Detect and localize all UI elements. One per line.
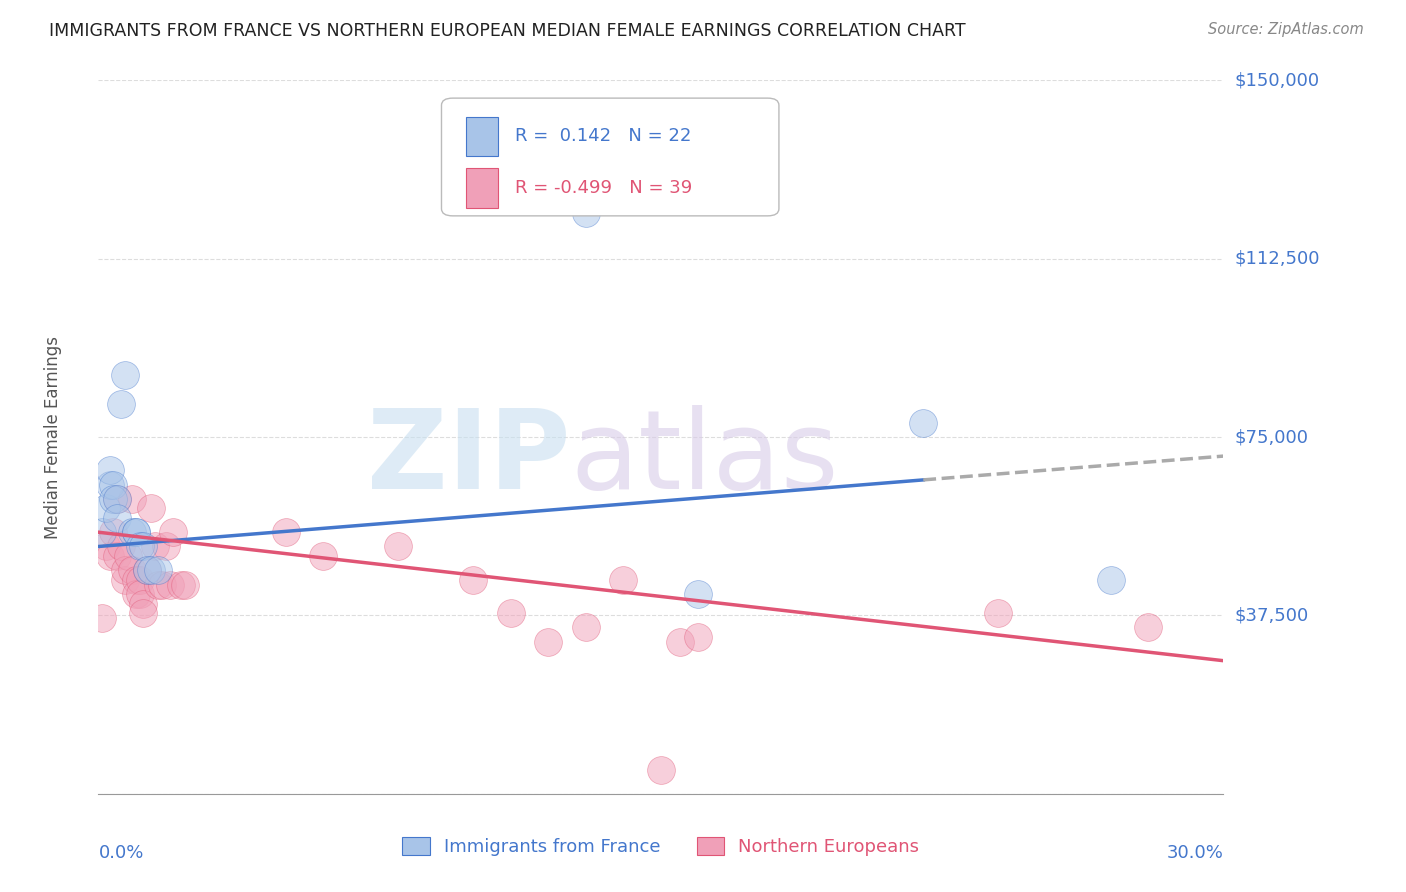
Northern Europeans [162,525,184,540]
Northern Europeans [125,573,148,587]
Northern Europeans [128,587,150,601]
Immigrants from France [94,501,117,516]
Immigrants from France [103,477,125,491]
Text: 30.0%: 30.0% [1167,844,1223,862]
Immigrants from France [98,477,121,491]
Northern Europeans [132,597,155,611]
Northern Europeans [94,540,117,554]
Northern Europeans [170,577,193,591]
Immigrants from France [121,525,143,540]
Text: Median Female Earnings: Median Female Earnings [45,335,62,539]
Northern Europeans [91,611,114,625]
Northern Europeans [387,540,409,554]
Text: IMMIGRANTS FROM FRANCE VS NORTHERN EUROPEAN MEDIAN FEMALE EARNINGS CORRELATION C: IMMIGRANTS FROM FRANCE VS NORTHERN EUROP… [49,22,966,40]
Northern Europeans [117,549,139,563]
Text: atlas: atlas [571,405,839,512]
Northern Europeans [463,573,485,587]
Northern Europeans [125,587,148,601]
Northern Europeans [159,577,181,591]
Northern Europeans [121,491,143,506]
Immigrants from France [128,540,150,554]
Northern Europeans [110,540,132,554]
FancyBboxPatch shape [441,98,779,216]
Immigrants from France [575,206,598,220]
Immigrants from France [105,511,128,525]
Northern Europeans [121,563,143,577]
Northern Europeans [136,563,159,577]
Immigrants from France [136,563,159,577]
Northern Europeans [132,606,155,620]
Northern Europeans [150,577,173,591]
Immigrants from France [91,525,114,540]
Legend: Immigrants from France, Northern Europeans: Immigrants from France, Northern Europea… [395,830,927,863]
Northern Europeans [98,549,121,563]
Text: R =  0.142   N = 22: R = 0.142 N = 22 [515,128,690,145]
Northern Europeans [668,634,690,648]
Northern Europeans [114,563,136,577]
Northern Europeans [575,620,598,634]
Text: ZIP: ZIP [367,405,571,512]
Immigrants from France [105,491,128,506]
Northern Europeans [105,491,128,506]
Text: $75,000: $75,000 [1234,428,1309,446]
Northern Europeans [114,573,136,587]
Northern Europeans [155,540,177,554]
Northern Europeans [688,630,710,644]
Text: Source: ZipAtlas.com: Source: ZipAtlas.com [1208,22,1364,37]
Immigrants from France [1099,573,1122,587]
Immigrants from France [132,540,155,554]
Northern Europeans [103,525,125,540]
Bar [467,117,498,156]
Text: $37,500: $37,500 [1234,607,1309,624]
Northern Europeans [499,606,522,620]
Immigrants from France [98,463,121,477]
Northern Europeans [173,577,195,591]
Text: R = -0.499   N = 39: R = -0.499 N = 39 [515,179,692,197]
Immigrants from France [103,491,125,506]
Bar [467,169,498,208]
Immigrants from France [912,416,935,430]
Northern Europeans [650,763,672,777]
Immigrants from France [125,525,148,540]
Text: $112,500: $112,500 [1234,250,1320,268]
Northern Europeans [105,549,128,563]
Immigrants from France [139,563,162,577]
Northern Europeans [139,501,162,516]
Northern Europeans [128,573,150,587]
Northern Europeans [537,634,560,648]
Immigrants from France [110,397,132,411]
Northern Europeans [1137,620,1160,634]
Immigrants from France [125,525,148,540]
Text: 0.0%: 0.0% [98,844,143,862]
Immigrants from France [114,368,136,383]
Text: $150,000: $150,000 [1234,71,1319,89]
Northern Europeans [148,577,170,591]
Northern Europeans [612,573,634,587]
Northern Europeans [312,549,335,563]
Immigrants from France [688,587,710,601]
Northern Europeans [143,540,166,554]
Immigrants from France [148,563,170,577]
Northern Europeans [274,525,297,540]
Northern Europeans [987,606,1010,620]
